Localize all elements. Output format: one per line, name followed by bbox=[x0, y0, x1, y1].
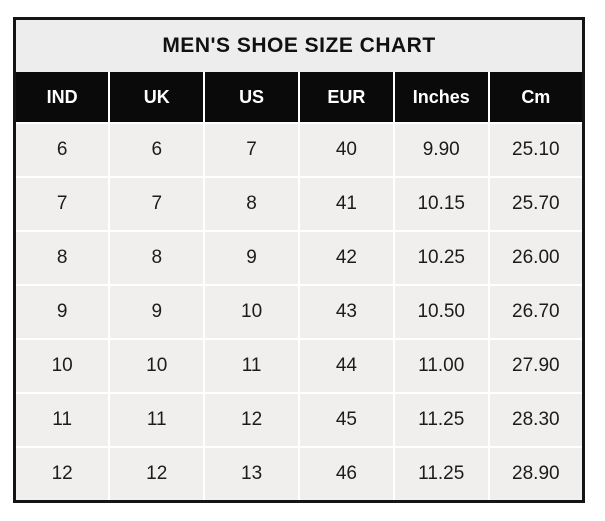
table-cell: 10 bbox=[108, 338, 206, 394]
table-cell: 10 bbox=[13, 338, 111, 394]
table-row: 7 7 8 41 10.15 25.70 bbox=[13, 176, 585, 232]
table-cell: 42 bbox=[297, 230, 395, 286]
table-cell: 25.70 bbox=[487, 176, 585, 232]
size-table: MEN'S SHOE SIZE CHART IND UK US EUR Inches Cm… bbox=[13, 17, 585, 503]
table-cell: 12 bbox=[203, 392, 300, 448]
table-cell: 11.25 bbox=[392, 392, 490, 448]
table-cell: 45 bbox=[297, 392, 395, 448]
table-cell: 12 bbox=[13, 446, 111, 503]
table-cell: 8 bbox=[203, 176, 300, 232]
table-cell: 28.30 bbox=[487, 392, 585, 448]
table-cell: 41 bbox=[297, 176, 395, 232]
table-cell: 8 bbox=[13, 230, 111, 286]
table-row: 12 12 13 46 11.25 28.90 bbox=[13, 446, 585, 503]
chart-title: MEN'S SHOE SIZE CHART bbox=[14, 18, 584, 72]
table-cell: 7 bbox=[13, 176, 111, 232]
table-cell: 10 bbox=[203, 284, 300, 340]
column-header-eur: EUR bbox=[297, 72, 395, 124]
table-cell: 40 bbox=[297, 122, 395, 178]
table-cell: 11 bbox=[13, 392, 111, 448]
column-header-cm: Cm bbox=[487, 72, 585, 124]
table-cell: 25.10 bbox=[487, 122, 585, 178]
table-cell: 11.25 bbox=[392, 446, 490, 503]
column-header-inches: Inches bbox=[392, 72, 490, 124]
column-header-us: US bbox=[203, 72, 300, 124]
table-cell: 44 bbox=[297, 338, 395, 394]
table-cell: 11 bbox=[203, 338, 300, 394]
table-cell: 10.15 bbox=[392, 176, 490, 232]
table-cell: 46 bbox=[297, 446, 395, 503]
table-row: 9 9 10 43 10.50 26.70 bbox=[13, 284, 585, 340]
size-table-head: MEN'S SHOE SIZE CHART IND UK US EUR Inches Cm bbox=[13, 18, 585, 124]
table-cell: 10.25 bbox=[392, 230, 490, 286]
table-row: 10 10 11 44 11.00 27.90 bbox=[13, 338, 585, 394]
table-cell: 11.00 bbox=[392, 338, 490, 394]
table-cell: 9.90 bbox=[392, 122, 490, 178]
table-cell: 8 bbox=[108, 230, 206, 286]
table-cell: 43 bbox=[297, 284, 395, 340]
table-cell: 28.90 bbox=[487, 446, 585, 503]
table-cell: 26.70 bbox=[487, 284, 585, 340]
size-table-body: 6 6 7 40 9.90 25.10 7 7 8 41 10.15 25.70 8 8 9 42 10.25 2… bbox=[13, 122, 585, 503]
title-row: MEN'S SHOE SIZE CHART bbox=[14, 18, 584, 72]
table-cell: 11 bbox=[108, 392, 206, 448]
table-row: 8 8 9 42 10.25 26.00 bbox=[13, 230, 585, 286]
table-cell: 26.00 bbox=[487, 230, 585, 286]
table-cell: 12 bbox=[108, 446, 206, 503]
table-cell: 9 bbox=[108, 284, 206, 340]
table-row: 6 6 7 40 9.90 25.10 bbox=[13, 122, 585, 178]
table-cell: 6 bbox=[13, 122, 111, 178]
table-cell: 13 bbox=[203, 446, 300, 503]
table-cell: 27.90 bbox=[487, 338, 585, 394]
table-cell: 6 bbox=[108, 122, 206, 178]
column-header-row: IND UK US EUR Inches Cm bbox=[13, 72, 585, 124]
table-cell: 7 bbox=[108, 176, 206, 232]
shoe-size-chart: MEN'S SHOE SIZE CHART IND UK US EUR Inches Cm… bbox=[13, 17, 585, 503]
column-header-uk: UK bbox=[108, 72, 206, 124]
table-cell: 9 bbox=[13, 284, 111, 340]
table-cell: 9 bbox=[203, 230, 300, 286]
column-header-ind: IND bbox=[13, 72, 111, 124]
table-cell: 7 bbox=[203, 122, 300, 178]
table-row: 11 11 12 45 11.25 28.30 bbox=[13, 392, 585, 448]
table-cell: 10.50 bbox=[392, 284, 490, 340]
